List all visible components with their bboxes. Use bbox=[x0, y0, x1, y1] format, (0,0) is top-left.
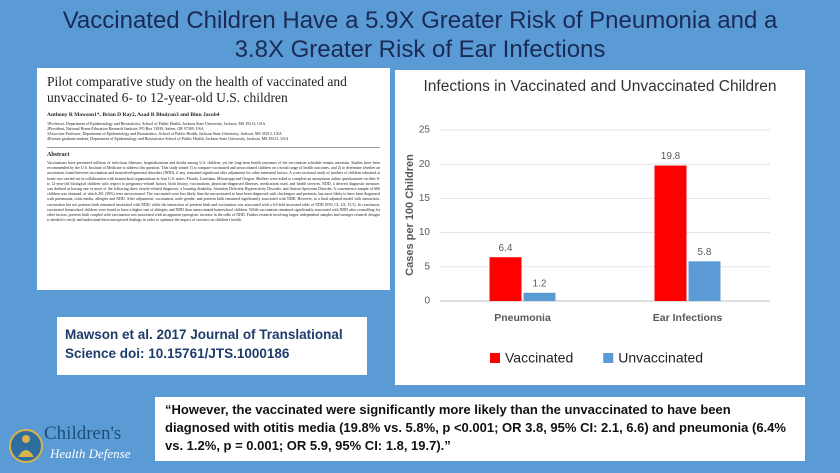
bar bbox=[688, 261, 721, 301]
paper-excerpt: Pilot comparative study on the health of… bbox=[37, 68, 390, 290]
abstract: Vaccinations have prevented millions of … bbox=[47, 161, 380, 223]
paper-authors: Anthony R Mawson1*, Brian D Ray2, Azad R… bbox=[47, 112, 220, 118]
data-label: 19.8 bbox=[661, 151, 681, 162]
affiliation: 4Former graduate student, Department of … bbox=[47, 136, 289, 141]
affiliation: 1Professor, Department of Epidemiology a… bbox=[47, 121, 266, 126]
logo-text: Children's bbox=[44, 423, 122, 444]
y-tick-label: 20 bbox=[419, 159, 431, 170]
chart-panel: Infections in Vaccinated and Unvaccinate… bbox=[395, 70, 805, 385]
y-tick-label: 0 bbox=[424, 296, 430, 307]
affiliation: 3Associate Professor, Department of Epid… bbox=[47, 131, 282, 136]
legend-swatch bbox=[603, 353, 614, 363]
data-label: 6.4 bbox=[499, 243, 513, 254]
chart-title: Infections in Vaccinated and Unvaccinate… bbox=[423, 78, 777, 95]
affiliation: 2President, National Home Education Rese… bbox=[47, 126, 204, 131]
bar bbox=[523, 292, 556, 301]
logo-icon bbox=[9, 429, 43, 463]
quote: “However, the vaccinated were significan… bbox=[155, 397, 805, 461]
y-tick-label: 10 bbox=[419, 227, 431, 238]
legend-label: Unvaccinated bbox=[618, 350, 703, 366]
slide-title: Vaccinated Children Have a 5.9X Greater … bbox=[62, 7, 778, 63]
bar bbox=[654, 165, 687, 301]
data-label: 5.8 bbox=[698, 247, 712, 258]
x-tick-label: Ear Infections bbox=[653, 312, 723, 324]
bar bbox=[489, 257, 522, 301]
y-tick-label: 5 bbox=[424, 261, 430, 272]
abstract-heading: Abstract bbox=[47, 147, 380, 158]
logo-text: Health Defense bbox=[50, 446, 131, 461]
legend-label: Vaccinated bbox=[505, 350, 573, 366]
y-tick-label: 15 bbox=[419, 193, 431, 204]
citation: Mawson et al. 2017 Journal of Translatio… bbox=[57, 317, 367, 375]
y-axis-label: Cases per 100 Children bbox=[404, 154, 416, 276]
legend-swatch bbox=[490, 353, 500, 363]
data-label: 1.2 bbox=[533, 278, 547, 289]
x-tick-label: Pneumonia bbox=[494, 312, 551, 324]
y-tick-label: 25 bbox=[419, 125, 431, 136]
paper-title: Pilot comparative study on the health of… bbox=[47, 74, 347, 105]
chart: Cases per 100 Children 0 5 10 15 20 25 Pneumon… bbox=[404, 125, 770, 366]
